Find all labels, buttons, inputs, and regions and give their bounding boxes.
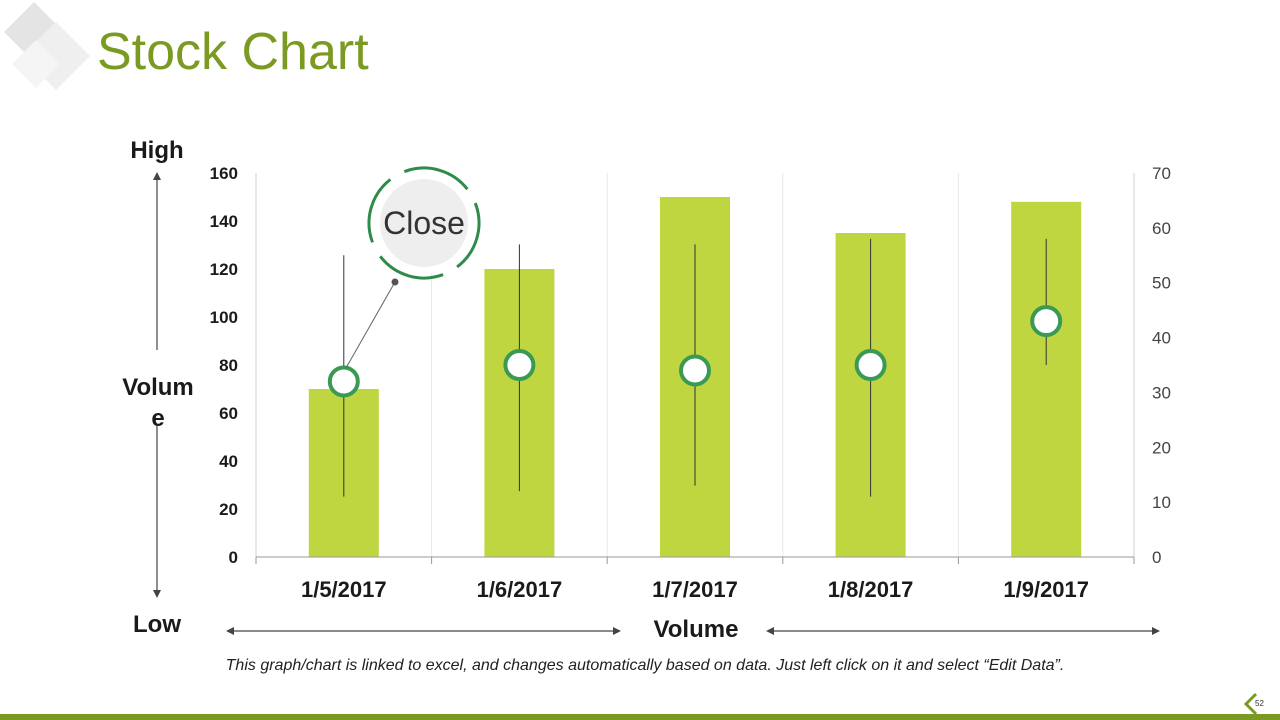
y-right-tick-label: 10 (1152, 493, 1171, 512)
page-number: 52 (1255, 699, 1264, 708)
y-right-tick-label: 0 (1152, 548, 1161, 567)
y-left-tick-label: 140 (210, 212, 238, 231)
close-callout: Close (345, 166, 481, 369)
page-badge-chevron (1243, 692, 1258, 716)
low-arrow (153, 425, 161, 598)
high-label: High (130, 137, 183, 164)
y-right-tick-label: 30 (1152, 383, 1171, 402)
x-tick-label: 1/8/2017 (828, 577, 914, 602)
x-tick-label: 1/6/2017 (477, 577, 563, 602)
y-left-tick-label: 60 (219, 404, 238, 423)
volume-side-label-wrap: e (151, 405, 164, 432)
corner-decoration (4, 2, 90, 90)
y-left-tick-label: 80 (219, 356, 238, 375)
close-marker (327, 365, 360, 398)
volume-left-arrow (226, 627, 621, 635)
x-tick-label: 1/5/2017 (301, 577, 387, 602)
volume-axis-label: Volume (654, 616, 739, 643)
y-left-tick-label: 0 (229, 548, 238, 567)
close-marker (854, 349, 887, 381)
y-left-tick-label: 20 (219, 500, 238, 519)
volume-side-label: Volum (122, 374, 194, 401)
y-right-tick-label: 50 (1152, 274, 1171, 293)
high-arrow (153, 172, 161, 350)
close-marker (503, 349, 536, 381)
y-left-tick-label: 120 (210, 260, 238, 279)
volume-right-arrow (766, 627, 1160, 635)
y-right-tick-label: 20 (1152, 438, 1171, 457)
x-tick-label: 1/9/2017 (1003, 577, 1089, 602)
page-title: Stock Chart (97, 23, 369, 81)
bottom-bar (0, 714, 1280, 720)
x-tick-label: 1/7/2017 (652, 577, 738, 602)
close-marker (1030, 305, 1063, 338)
footnote: This graph/chart is linked to excel, and… (225, 657, 1065, 674)
close-marker (679, 354, 711, 387)
y-right-tick-label: 70 (1152, 164, 1171, 183)
y-left-tick-label: 40 (219, 452, 238, 471)
y-right-tick-label: 60 (1152, 219, 1171, 238)
close-callout-label: Close (383, 205, 465, 241)
grid-layer (431, 173, 959, 557)
y-left-tick-label: 160 (210, 164, 238, 183)
axis-layer: 0 20 40 60 80 100 120 140 160 0 10 20 30 40 50 60 70 1/5/… (210, 164, 1171, 602)
low-label: Low (133, 611, 181, 638)
y-right-tick-label: 40 (1152, 329, 1171, 348)
marker-layer (327, 305, 1063, 398)
y-left-tick-label: 100 (210, 308, 238, 327)
